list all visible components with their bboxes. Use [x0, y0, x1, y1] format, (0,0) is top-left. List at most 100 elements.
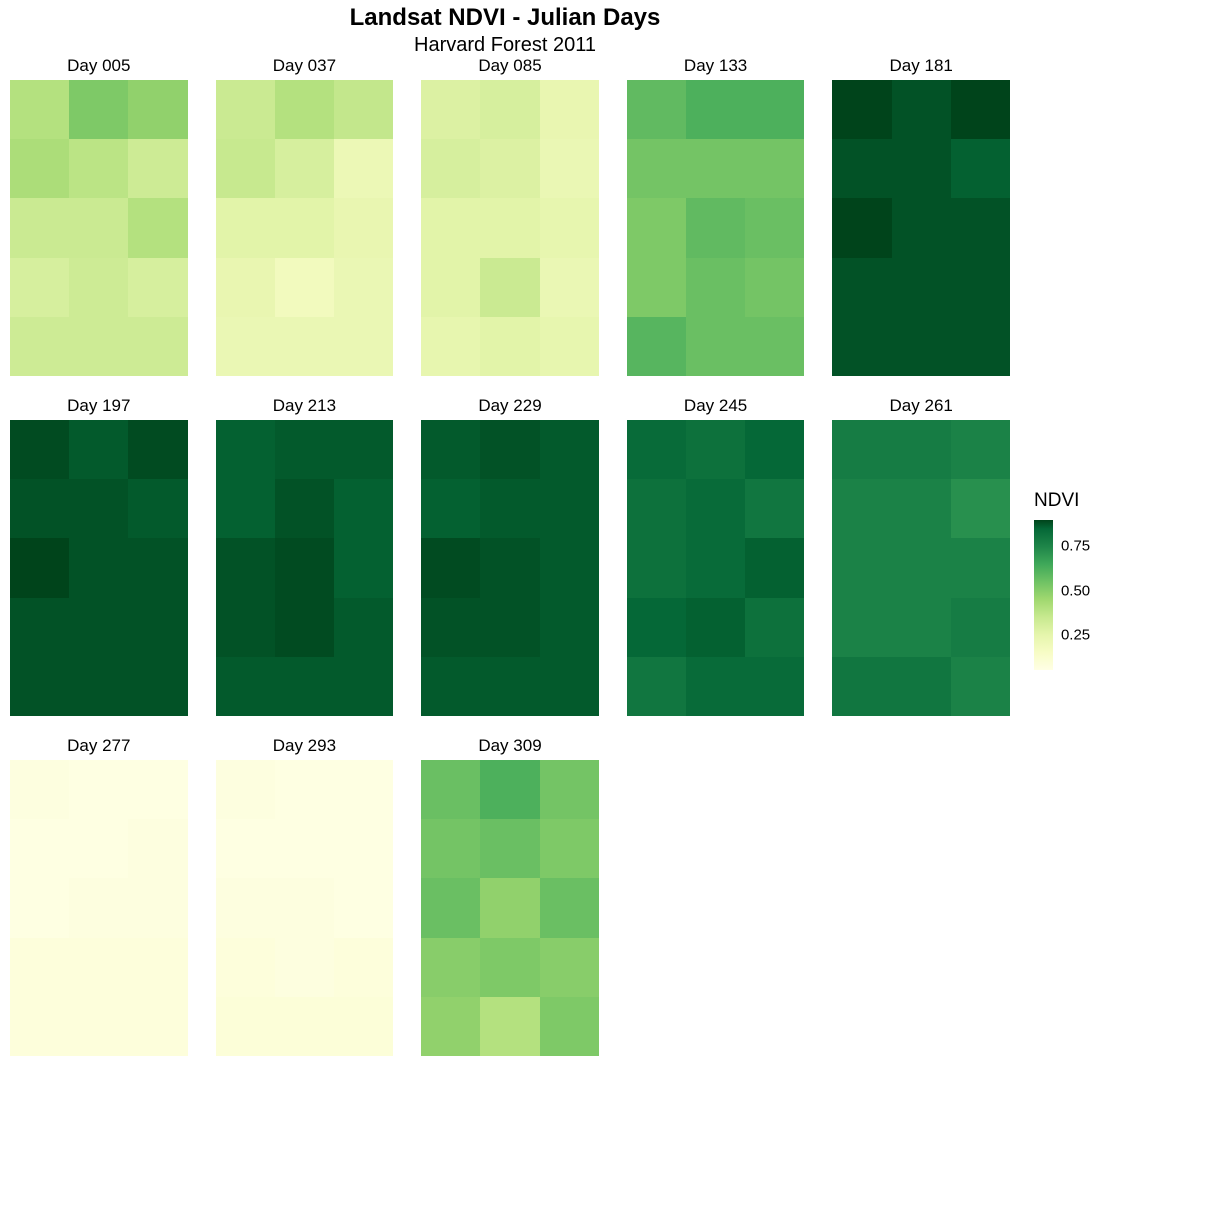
heatmap-cell: [275, 938, 334, 997]
heatmap-cell: [745, 598, 804, 657]
heatmap-cell: [951, 479, 1010, 538]
heatmap-cell: [10, 80, 69, 139]
heatmap-cell: [10, 317, 69, 376]
heatmap-cell: [540, 878, 599, 937]
heatmap-cell: [745, 198, 804, 257]
heatmap-cell: [951, 317, 1010, 376]
heatmap-cell: [832, 479, 891, 538]
heatmap-cell: [951, 198, 1010, 257]
facet-label: Day 197: [10, 396, 188, 420]
heatmap-cell: [216, 258, 275, 317]
heatmap-cell: [421, 760, 480, 819]
heatmap-cell: [128, 598, 187, 657]
legend: NDVI 0.250.500.75: [1034, 490, 1104, 670]
facet-panel: Day 005: [10, 56, 188, 376]
heatmap-cell: [216, 819, 275, 878]
heatmap-cell: [540, 657, 599, 716]
heatmap-cell: [334, 420, 393, 479]
heatmap-cell: [627, 598, 686, 657]
heatmap-cell: [540, 139, 599, 198]
heatmap-cell: [334, 139, 393, 198]
heatmap-cell: [421, 657, 480, 716]
legend-tick-label: 0.25: [1061, 626, 1090, 643]
heatmap-cell: [892, 420, 951, 479]
heatmap-cell: [128, 139, 187, 198]
heatmap-cell: [69, 598, 128, 657]
heatmap-cell: [128, 420, 187, 479]
facet-panel: Day 261: [832, 396, 1010, 716]
heatmap-cell: [480, 538, 539, 597]
heatmap-cell: [540, 198, 599, 257]
heatmap-cell: [480, 317, 539, 376]
heatmap: [216, 80, 394, 376]
heatmap-cell: [216, 938, 275, 997]
heatmap-cell: [128, 997, 187, 1056]
legend-body: 0.250.500.75: [1034, 520, 1104, 670]
heatmap-cell: [480, 198, 539, 257]
heatmap-cell: [128, 538, 187, 597]
heatmap-cell: [421, 598, 480, 657]
heatmap-cell: [216, 878, 275, 937]
heatmap-cell: [540, 258, 599, 317]
heatmap-cell: [10, 198, 69, 257]
heatmap-cell: [69, 80, 128, 139]
heatmap-cell: [745, 657, 804, 716]
heatmap-cell: [128, 819, 187, 878]
facet-label: Day 133: [627, 56, 805, 80]
heatmap-cell: [832, 598, 891, 657]
heatmap-cell: [540, 80, 599, 139]
heatmap-cell: [128, 258, 187, 317]
facet-grid: Day 005Day 037Day 085Day 133Day 181Day 1…: [10, 56, 1010, 1056]
heatmap-cell: [421, 538, 480, 597]
heatmap-cell: [832, 80, 891, 139]
heatmap-cell: [686, 80, 745, 139]
heatmap-cell: [892, 198, 951, 257]
facet-panel: Day 133: [627, 56, 805, 376]
heatmap-cell: [10, 819, 69, 878]
legend-tick: [1028, 591, 1034, 592]
heatmap-cell: [334, 878, 393, 937]
heatmap: [10, 80, 188, 376]
heatmap-cell: [216, 80, 275, 139]
facet-label: Day 309: [421, 736, 599, 760]
heatmap-cell: [275, 317, 334, 376]
heatmap-cell: [334, 598, 393, 657]
heatmap-cell: [275, 598, 334, 657]
heatmap-cell: [540, 538, 599, 597]
facet-panel: Day 085: [421, 56, 599, 376]
heatmap-cell: [128, 80, 187, 139]
heatmap-cell: [892, 538, 951, 597]
facet-panel: Day 293: [216, 736, 394, 1056]
heatmap: [216, 420, 394, 716]
heatmap-cell: [421, 878, 480, 937]
heatmap-cell: [69, 479, 128, 538]
heatmap-cell: [275, 878, 334, 937]
heatmap: [421, 80, 599, 376]
heatmap-cell: [892, 80, 951, 139]
heatmap-cell: [892, 598, 951, 657]
heatmap-cell: [892, 479, 951, 538]
heatmap-cell: [334, 657, 393, 716]
heatmap-cell: [334, 80, 393, 139]
heatmap-cell: [275, 997, 334, 1056]
legend-labels: 0.250.500.75: [1061, 520, 1104, 670]
heatmap-cell: [334, 258, 393, 317]
heatmap: [627, 420, 805, 716]
heatmap-cell: [832, 657, 891, 716]
heatmap-cell: [128, 657, 187, 716]
facet-label: Day 181: [832, 56, 1010, 80]
heatmap-cell: [334, 760, 393, 819]
heatmap-cell: [480, 878, 539, 937]
heatmap-cell: [745, 139, 804, 198]
heatmap-cell: [334, 538, 393, 597]
heatmap-cell: [69, 819, 128, 878]
chart-subtitle: Harvard Forest 2011: [0, 34, 1010, 57]
facet-label: Day 005: [10, 56, 188, 80]
heatmap-cell: [480, 139, 539, 198]
heatmap-cell: [951, 598, 1010, 657]
heatmap-cell: [480, 479, 539, 538]
heatmap-cell: [745, 80, 804, 139]
heatmap-cell: [686, 657, 745, 716]
heatmap-cell: [10, 139, 69, 198]
facet-panel: Day 229: [421, 396, 599, 716]
